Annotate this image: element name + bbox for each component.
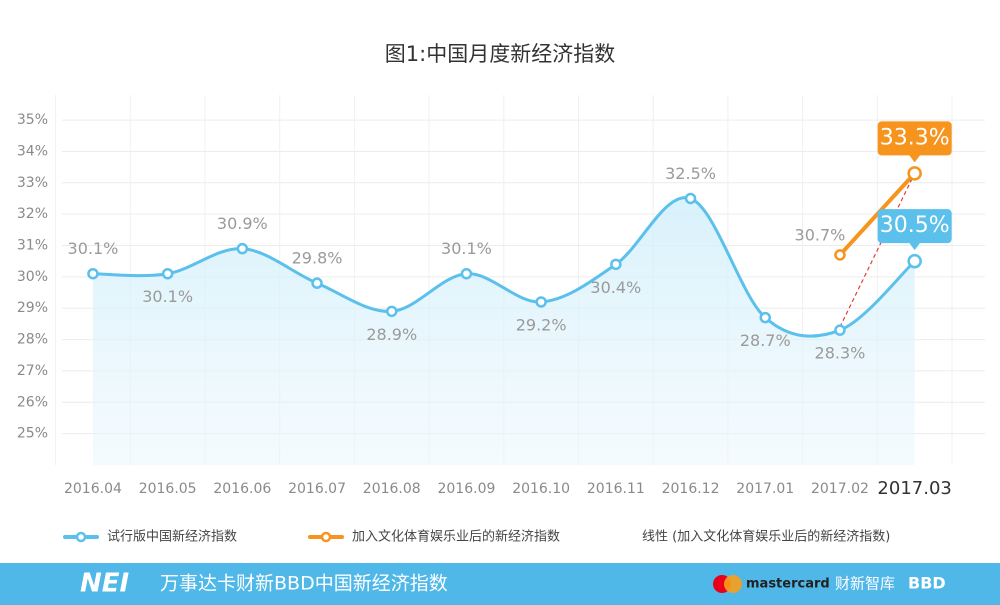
legend-marker [75, 531, 87, 543]
value-label: 29.2% [516, 315, 567, 334]
x-tick-label: 2017.01 [736, 481, 794, 497]
footer-band [0, 563, 1000, 605]
value-label: 33.3% [880, 125, 950, 150]
y-tick-label: 35% [17, 112, 48, 128]
value-label: 30.1% [142, 287, 193, 306]
value-label: 30.1% [68, 239, 119, 258]
marker [834, 249, 846, 261]
x-tick-label: 2016.11 [587, 481, 645, 497]
x-tick-label: 2017.03 [877, 478, 951, 499]
x-tick-label: 2016.07 [288, 481, 346, 497]
trend-line [839, 173, 916, 328]
marker [684, 192, 697, 205]
value-label: 30.5% [880, 213, 950, 238]
partner: mastercard [746, 577, 830, 592]
value-label: 29.8% [292, 249, 343, 268]
marker [610, 258, 622, 271]
legend-label: 加入文化体育娱乐业后的新经济指数 [352, 529, 560, 545]
area [92, 197, 915, 465]
marker [311, 277, 323, 289]
legend-label: 试行版中国新经济指数 [107, 529, 237, 545]
x-tick-label: 2016.12 [662, 481, 720, 497]
value-label: 28.3% [815, 344, 866, 363]
marker [907, 253, 922, 269]
legend-marker [320, 531, 332, 543]
value-label: 30.1% [441, 239, 492, 258]
y-tick-label: 33% [17, 175, 48, 191]
callout-pointer [908, 154, 921, 163]
y-tick-label: 30% [17, 269, 48, 285]
marker [535, 296, 547, 308]
marker [161, 267, 174, 280]
y-tick-label: 26% [17, 394, 48, 410]
x-tick-label: 2016.08 [363, 481, 421, 497]
x-tick-label: 2016.05 [139, 481, 197, 497]
y-tick-label: 25% [17, 426, 48, 442]
y-tick-label: 32% [17, 206, 48, 222]
x-tick-label: 2016.09 [437, 481, 495, 497]
partner: BBD [908, 574, 946, 593]
value-label: 30.9% [217, 214, 268, 233]
partner: 财新智库 [835, 575, 895, 593]
marker [386, 305, 398, 318]
x-tick-label: 2016.04 [64, 481, 122, 497]
marker [87, 267, 99, 280]
marker [907, 166, 922, 181]
marker [834, 324, 846, 336]
line [837, 171, 917, 257]
callout-box [877, 209, 952, 244]
y-tick-label: 34% [17, 143, 48, 159]
callout: 33.3% [877, 121, 952, 163]
value-label: 28.7% [740, 331, 791, 350]
marker [460, 267, 473, 280]
legend-label: 线性 (加入文化体育娱乐业后的新经济指数) [642, 529, 890, 545]
y-tick-label: 29% [17, 300, 48, 316]
marker [759, 311, 771, 324]
callout-pointer [908, 242, 921, 251]
marker [236, 242, 249, 255]
x-tick-label: 2016.10 [512, 481, 570, 497]
value-label: 32.5% [665, 164, 716, 183]
y-tick-label: 31% [17, 238, 48, 254]
y-tick-label: 27% [17, 363, 48, 379]
y-tick-label: 28% [17, 332, 48, 348]
footer-logo: NEI [80, 569, 130, 599]
callout: 30.5% [877, 209, 952, 251]
chart-title: 图1:中国月度新经济指数 [385, 42, 615, 66]
value-label: 30.4% [590, 278, 641, 297]
footer-name: 万事达卡财新BBD中国新经济指数 [160, 573, 448, 595]
x-tick-label: 2016.06 [213, 481, 271, 497]
value-label: 30.7% [795, 225, 846, 244]
mc-circle [724, 575, 742, 593]
callout-box [877, 121, 952, 156]
x-tick-label: 2017.02 [811, 481, 869, 497]
value-label: 28.9% [366, 325, 417, 344]
